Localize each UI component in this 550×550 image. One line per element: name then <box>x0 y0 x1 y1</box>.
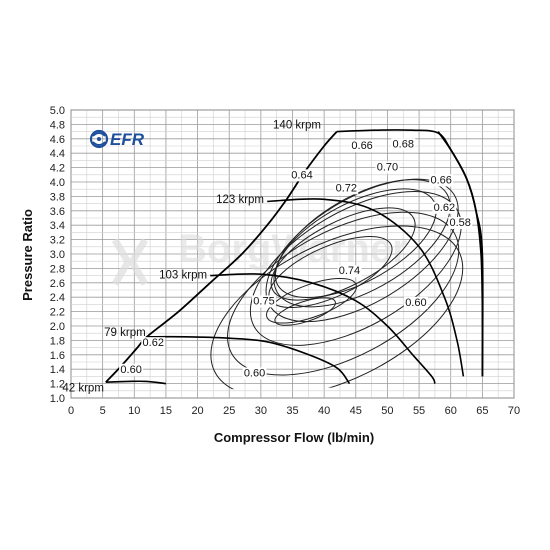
turbo-swirl-icon <box>89 129 109 149</box>
efficiency-label-bg <box>350 139 375 152</box>
efficiency-label: 0.68 <box>393 138 414 150</box>
efficiency-label: 0.70 <box>377 161 398 173</box>
x-tick-label: 30 <box>255 405 267 417</box>
y-tick-label: 2.2 <box>50 307 65 319</box>
y-tick-label: 3.0 <box>50 249 65 261</box>
efficiency-label: 0.66 <box>351 140 372 152</box>
y-tick-label: 2.4 <box>50 292 65 304</box>
speed-label: 123 krpm <box>216 194 264 206</box>
x-tick-label: 10 <box>128 405 140 417</box>
speed-lines <box>105 129 484 385</box>
y-tick-label: 3.4 <box>50 220 65 232</box>
speed-label: 42 krpm <box>62 383 104 395</box>
x-tick-label: 65 <box>476 405 488 417</box>
efr-logo: EFR <box>89 129 145 149</box>
y-tick-label: 1.8 <box>50 335 65 347</box>
efficiency-label: 0.74 <box>339 265 360 277</box>
y-tick-label: 3.2 <box>50 235 65 247</box>
efficiency-label-bg <box>391 138 416 151</box>
efficiency-label-bg <box>403 296 428 309</box>
efficiency-label-bg <box>141 337 166 350</box>
efficiency-label-bg <box>289 169 314 182</box>
x-tick-label: 50 <box>381 405 393 417</box>
x-tick-label: 60 <box>445 405 457 417</box>
x-tick-label: 40 <box>318 405 330 417</box>
x-tick-label: 25 <box>223 405 235 417</box>
efficiency-island <box>274 188 437 299</box>
y-tick-label: 3.8 <box>50 191 65 203</box>
map-boundary <box>105 131 484 383</box>
efficiency-label-bg <box>242 367 267 380</box>
y-tick-label: 3.6 <box>50 206 65 218</box>
efficiency-label: 0.58 <box>449 217 470 229</box>
y-tick-label: 4.4 <box>50 148 65 160</box>
speed-label: 103 krpm <box>159 269 207 281</box>
efficiency-label-bg <box>429 174 454 187</box>
y-tick-label: 2.8 <box>50 263 65 275</box>
efficiency-island <box>266 278 357 324</box>
efficiency-label: 0.62 <box>143 337 164 349</box>
efficiency-label: 0.64 <box>291 169 312 181</box>
efficiency-label: 0.66 <box>431 174 452 186</box>
x-axis-label: Compressor Flow (lb/min) <box>214 430 374 445</box>
efficiency-island <box>227 211 460 376</box>
speed-label: 79 krpm <box>104 327 146 339</box>
y-tick-label: 1.0 <box>50 393 65 405</box>
speed-line <box>146 335 351 385</box>
speed-line <box>267 198 465 377</box>
speed-line <box>210 273 436 384</box>
y-tick-label: 5.0 <box>50 105 65 117</box>
x-tick-label: 20 <box>191 405 203 417</box>
efficiency-island <box>273 179 451 308</box>
y-tick-label: 2.6 <box>50 278 65 290</box>
logo-text: EFR <box>110 130 145 149</box>
y-tick-label: 4.0 <box>50 177 65 189</box>
choke-line <box>437 131 484 377</box>
efficiency-label: 0.60 <box>244 367 265 379</box>
y-tick-label: 4.8 <box>50 119 65 131</box>
efficiency-label-bg <box>448 216 473 229</box>
x-tick-label: 0 <box>68 405 74 417</box>
efficiency-label: 0.62 <box>434 202 455 214</box>
x-tick-label: 45 <box>350 405 362 417</box>
efficiency-label-bg <box>432 201 457 214</box>
efficiency-label-bg <box>375 161 400 174</box>
y-axis-label: Pressure Ratio <box>20 209 35 301</box>
efficiency-label: 0.60 <box>405 297 426 309</box>
y-tick-label: 1.6 <box>50 350 65 362</box>
efficiency-label: 0.60 <box>120 364 141 376</box>
efficiency-label-bg <box>252 295 277 308</box>
efficiency-island <box>270 207 416 301</box>
x-tick-label: 55 <box>413 405 425 417</box>
efficiency-island <box>249 190 462 346</box>
y-tick-label: 2.0 <box>50 321 65 333</box>
efficiency-label: 0.75 <box>253 295 274 307</box>
efficiency-label: 0.72 <box>336 182 357 194</box>
efficiency-island <box>210 225 464 390</box>
x-tick-label: 5 <box>100 405 106 417</box>
speed-line <box>105 380 167 385</box>
efficiency-label-bg <box>119 363 144 376</box>
efficiency-label-bg <box>337 265 362 278</box>
x-tick-label: 35 <box>286 405 298 417</box>
axis-ticks: 0 5 10 15 20 25 30 35 40 45 50 55 60 65 70 1.0 1.2 1.4 1.6… <box>50 105 520 417</box>
x-tick-label: 15 <box>160 405 172 417</box>
map-labels: 140 krpm 123 krpm 103 krpm 79 krpm 42 krpm 0.… <box>62 120 473 395</box>
watermark-emblem-icon <box>111 238 149 286</box>
efficiency-label-bg <box>334 182 359 195</box>
y-tick-label: 1.4 <box>50 364 65 376</box>
y-tick-label: 4.6 <box>50 134 65 146</box>
speed-label: 140 krpm <box>273 120 321 132</box>
x-tick-label: 70 <box>508 405 520 417</box>
surge-line <box>105 131 338 383</box>
y-tick-label: 1.2 <box>50 379 65 391</box>
y-tick-label: 4.2 <box>50 163 65 175</box>
